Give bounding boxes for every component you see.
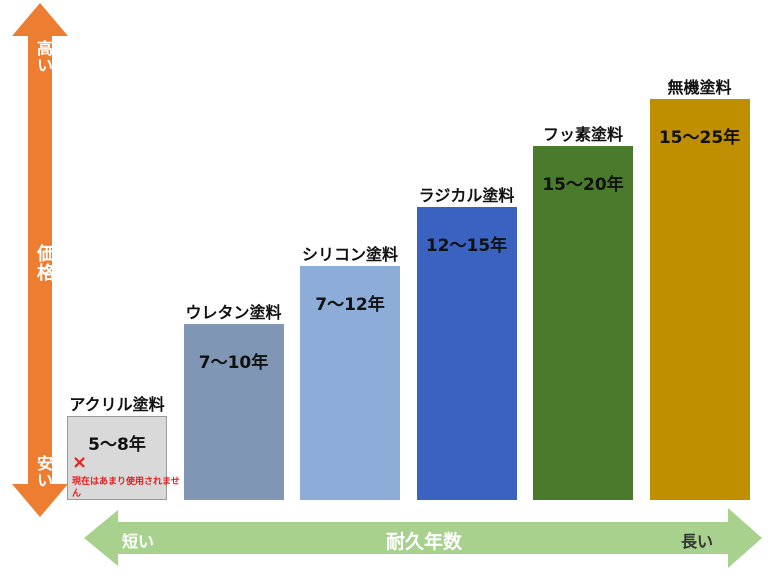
- value-label-4: 15～20年: [542, 175, 624, 195]
- durability-axis-arrow: [84, 508, 762, 568]
- category-label-2: シリコン塗料: [301, 245, 399, 264]
- category-label-0: アクリル塗料: [69, 395, 165, 414]
- value-label-5: 15～25年: [658, 128, 741, 148]
- bar-4: [533, 146, 633, 500]
- y-high-label: 高い: [34, 40, 53, 74]
- x-low-label: 短い: [122, 532, 155, 551]
- value-label-0: 5～8年: [88, 435, 146, 455]
- bar-0: [67, 416, 167, 500]
- category-label-5: 無機塗料: [667, 78, 732, 97]
- x-axis-title: 耐久年数: [386, 531, 463, 553]
- discontinued-mark: ×: [72, 452, 88, 473]
- y-low-label: 安い: [34, 455, 53, 489]
- bar-3: [416, 207, 517, 500]
- y-axis-title: 価格: [34, 244, 55, 282]
- x-high-label: 長い: [681, 532, 714, 551]
- value-label-3: 12～15年: [425, 236, 508, 256]
- bar-1: [183, 324, 284, 500]
- category-label-1: ウレタン塗料: [185, 303, 282, 322]
- value-label-2: 7～12年: [315, 295, 385, 315]
- bar-5: [649, 99, 750, 500]
- price-axis-arrow: [12, 3, 68, 517]
- discontinued-note: 現在はあまり使用されません: [72, 477, 180, 499]
- bar-2: [300, 266, 400, 500]
- category-label-3: ラジカル塗料: [418, 186, 515, 205]
- value-label-1: 7～10年: [198, 353, 269, 373]
- category-label-4: フッ素塗料: [542, 125, 624, 144]
